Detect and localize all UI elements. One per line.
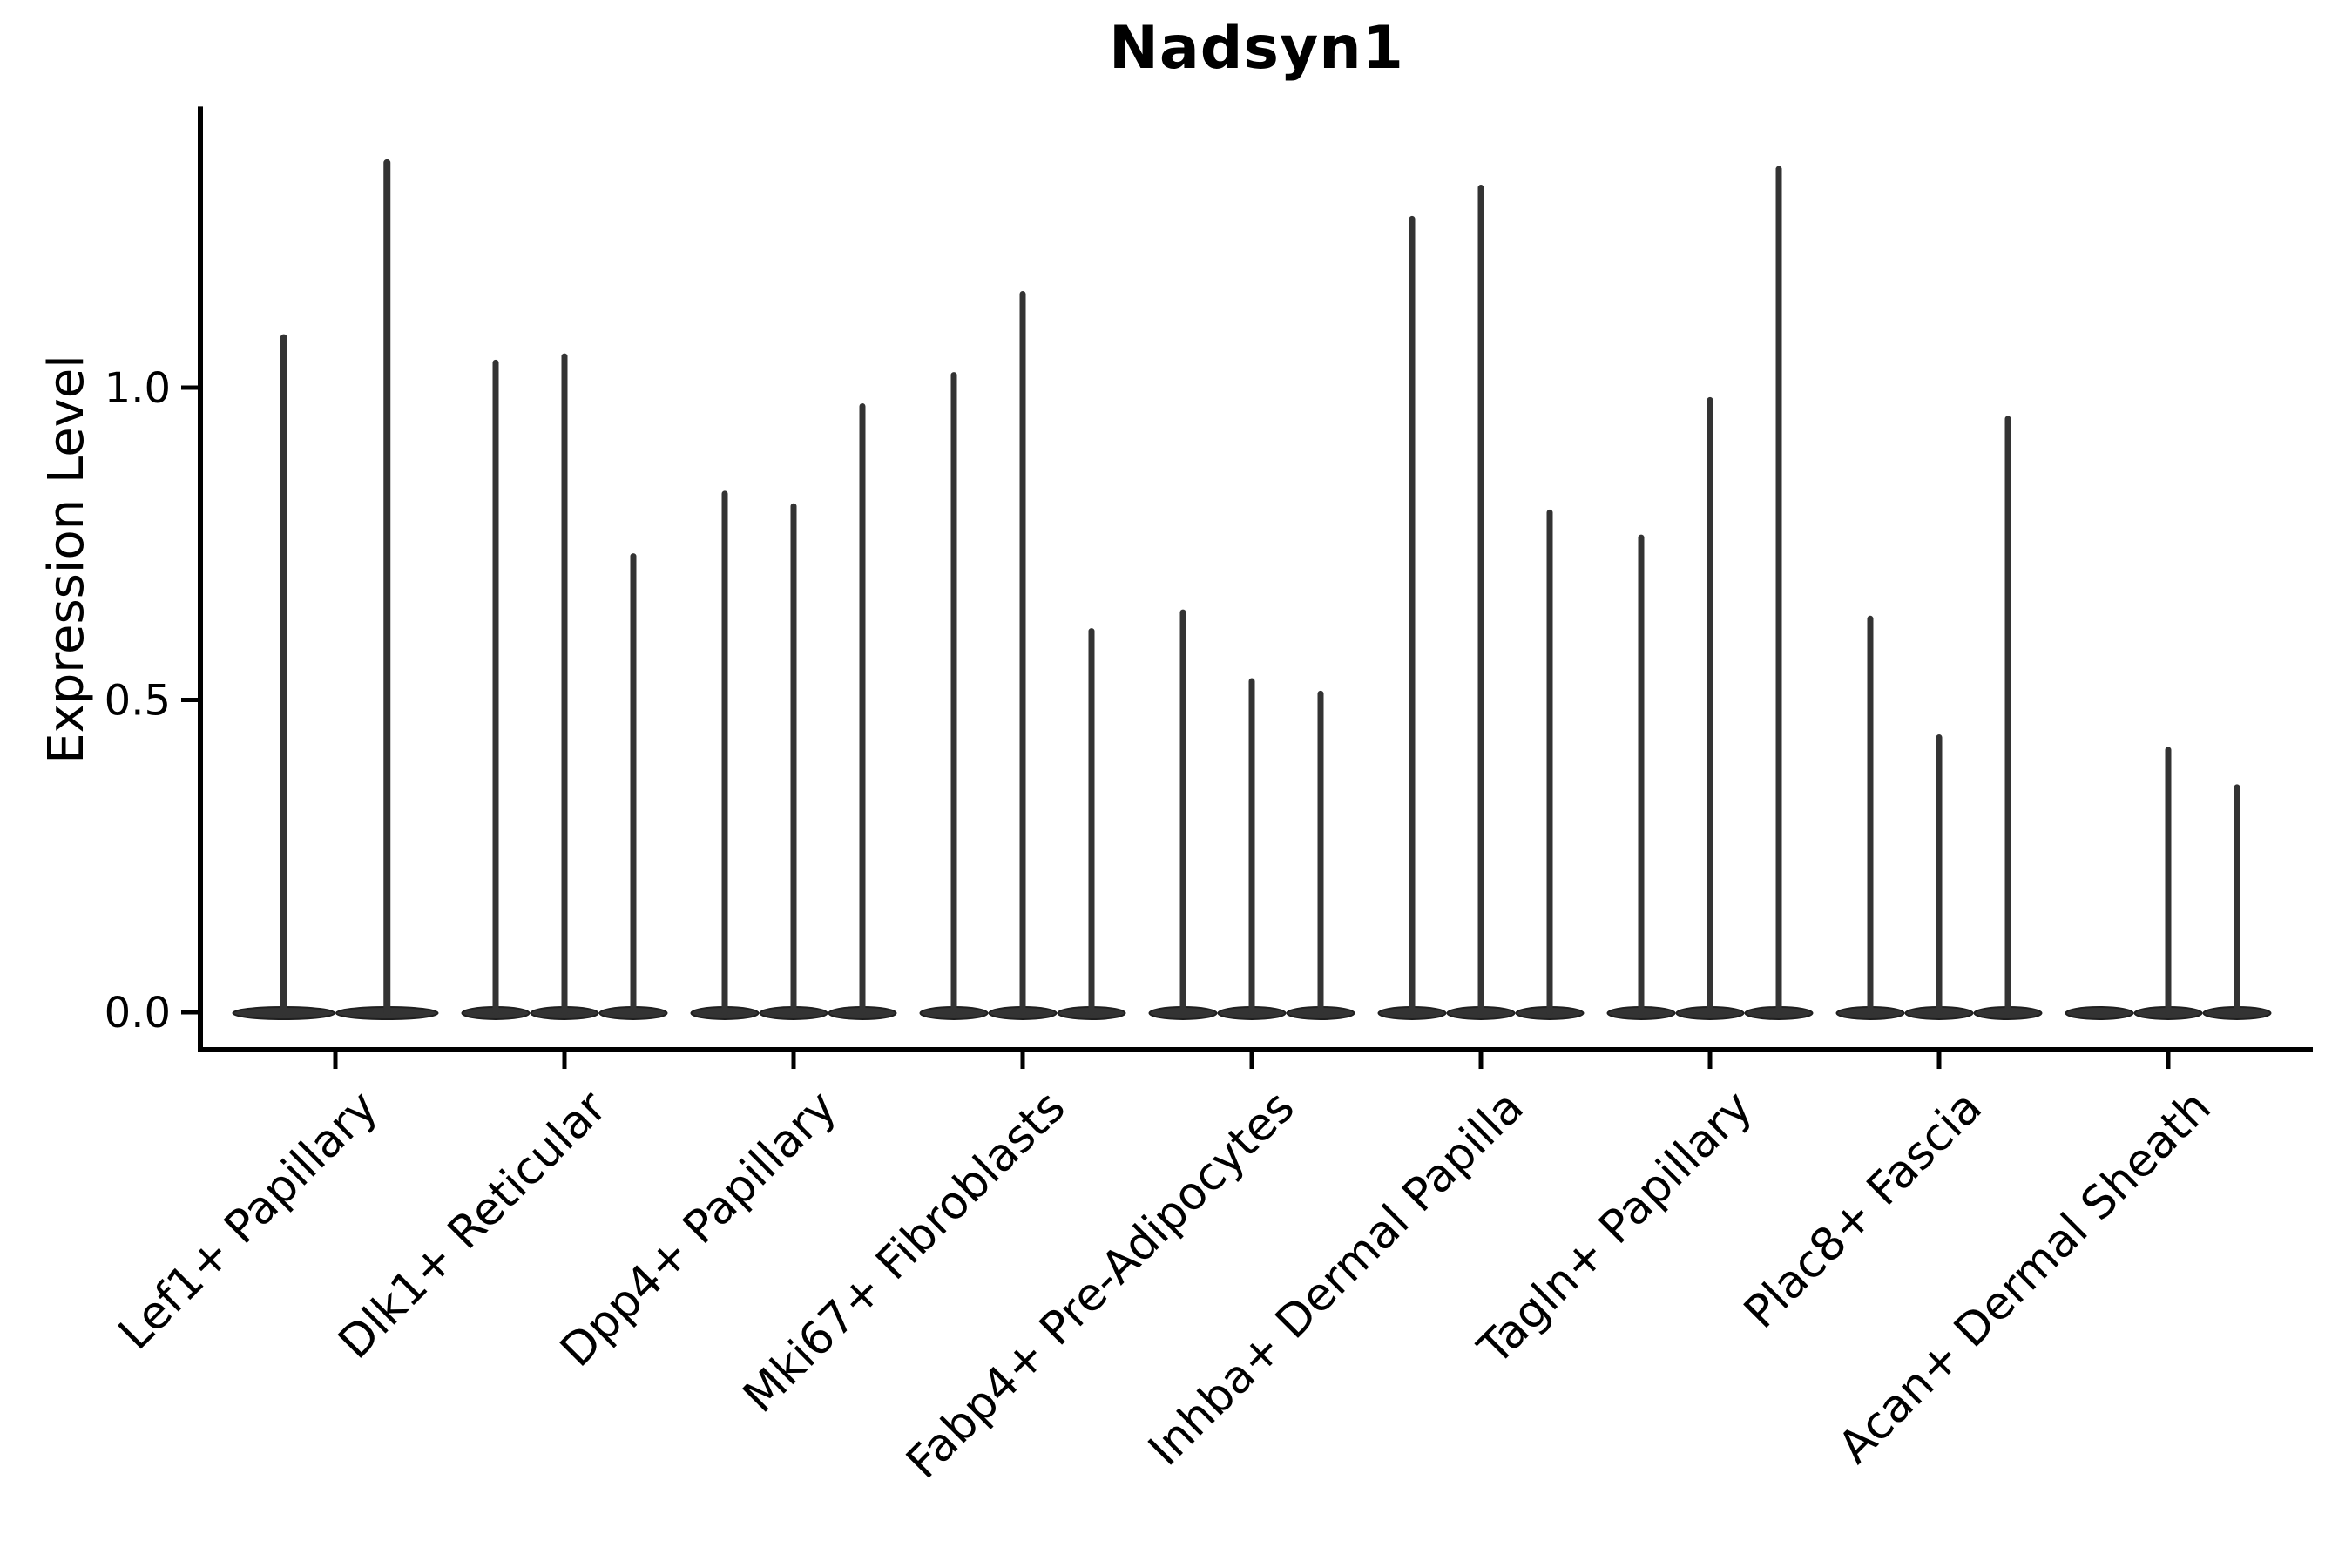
chart-title: Nadsyn1 <box>1109 14 1404 83</box>
y-tick-label: 1.0 <box>105 364 171 413</box>
violin-base <box>2065 1006 2134 1020</box>
y-tick-label: 0.5 <box>105 677 171 726</box>
y-tick-label: 0.0 <box>105 989 171 1037</box>
